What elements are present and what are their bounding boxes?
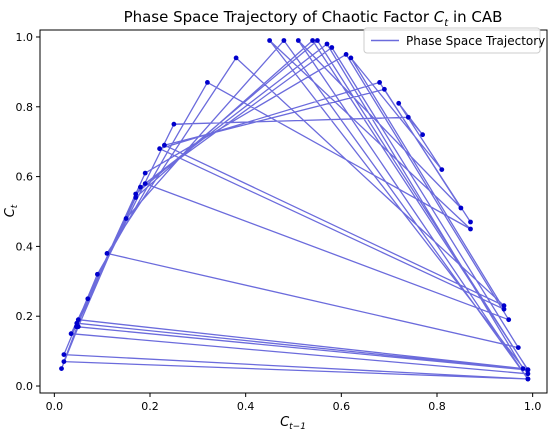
series-0-point [348, 55, 354, 61]
series-0-point [233, 55, 239, 61]
y-tick-label: 1.0 [16, 31, 34, 44]
series-0-point [405, 114, 411, 120]
x-axis-label-variable: C [280, 415, 290, 430]
y-axis-label-subscript: t [10, 204, 20, 208]
series-0-point [133, 195, 139, 200]
chart-title-subscript: t [444, 18, 449, 29]
series-0-point [85, 296, 91, 302]
series-0-point [171, 121, 177, 127]
series-0-point [506, 317, 512, 323]
series-0-point [377, 80, 382, 85]
series-0-point [75, 317, 81, 323]
series-0-point [74, 324, 79, 330]
legend-label: Phase Space Trajectory [406, 34, 545, 48]
y-tick-label: 0.0 [16, 380, 34, 393]
series-0-point [501, 303, 507, 309]
y-axis-label-group: Ct [3, 204, 20, 217]
series-0-point [315, 38, 320, 43]
axes-frame [39, 29, 548, 394]
legend-box [363, 27, 541, 54]
series-0-point [95, 271, 100, 277]
chart-title-suffix: in CAB [448, 8, 502, 26]
series-0-point [329, 45, 335, 50]
series-0-point [310, 38, 315, 43]
y-axis-label-variable: C [3, 207, 18, 217]
plot-area [59, 38, 531, 382]
series-0-point [343, 52, 349, 57]
y-axis-ticks: 0.0 0.2 0.4 0.6 0.8 1.0 [16, 31, 40, 393]
series-0-point [324, 41, 330, 47]
x-tick-label: 0.8 [428, 400, 446, 413]
series-0-point [525, 367, 531, 372]
series-0-point [157, 146, 163, 152]
y-tick-label: 0.8 [16, 101, 34, 114]
y-tick-label: 0.2 [16, 310, 34, 323]
series-0-point [142, 181, 148, 187]
series-0-point [133, 191, 139, 197]
chart-title-prefix: Phase Space Trajectory of Chaotic Factor [124, 8, 434, 26]
series-0-point [420, 132, 425, 138]
series-0-point [68, 331, 74, 337]
series-0-point [525, 371, 531, 377]
series-0-point [61, 352, 67, 357]
series-0-point [59, 366, 64, 371]
series-0-point [382, 86, 387, 92]
x-tick-label: 0.2 [141, 400, 159, 413]
x-axis-label-subscript: t−1 [289, 422, 306, 431]
series-0-point [396, 100, 402, 106]
x-axis-ticks: 0.0 0.2 0.4 0.6 0.8 1.0 [46, 393, 542, 413]
chart-title-variable: C [434, 8, 445, 26]
series-0-point [468, 226, 473, 232]
series-0-point [468, 219, 473, 225]
series-0-point [123, 216, 129, 221]
series-0-point [281, 38, 287, 43]
x-tick-label: 0.0 [46, 400, 64, 413]
series-0-point [439, 167, 445, 173]
series-0-point [104, 251, 110, 256]
series-0-point [515, 345, 521, 350]
series-0-point [458, 205, 464, 211]
series-0-point [162, 142, 167, 148]
series-0-point [525, 376, 531, 382]
series-0-point [205, 80, 210, 85]
series-0-point [295, 38, 301, 43]
series-0-trajectory-line [60, 39, 529, 380]
series-0-point [61, 359, 67, 364]
x-tick-label: 0.4 [237, 400, 255, 413]
series-0-point [142, 170, 148, 176]
series-0-point [501, 306, 507, 312]
series-0-point [520, 366, 526, 371]
x-tick-label: 0.6 [333, 400, 351, 413]
series-0-point [138, 184, 143, 190]
series-0-point [267, 38, 272, 43]
y-tick-label: 0.6 [16, 171, 34, 184]
y-tick-label: 0.4 [16, 240, 34, 253]
x-tick-label: 1.0 [524, 400, 542, 413]
x-axis-label: Ct−1 [280, 415, 306, 431]
legend: Phase Space Trajectory [363, 27, 545, 54]
y-axis-label: Ct [3, 204, 20, 217]
chart-title: Phase Space Trajectory of Chaotic Factor… [124, 8, 503, 29]
